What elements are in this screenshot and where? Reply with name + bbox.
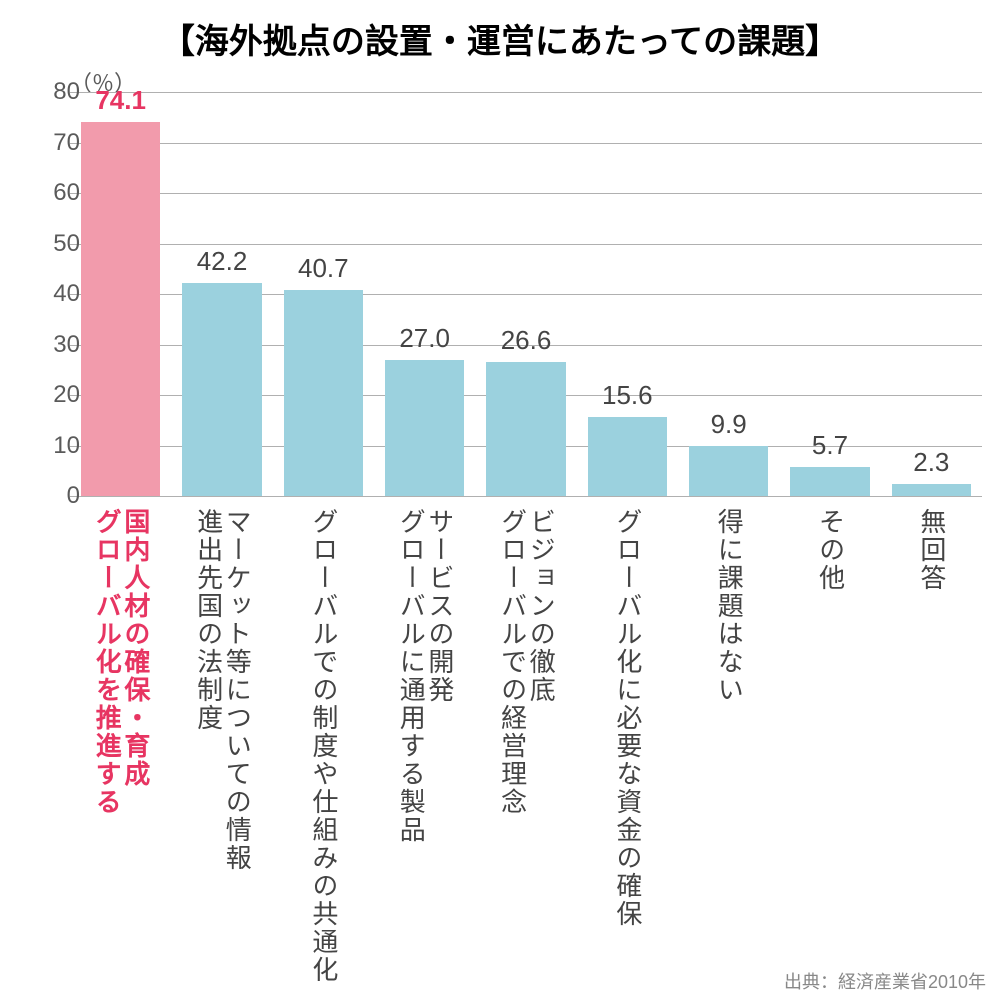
gridline — [70, 496, 982, 497]
x-tick-label: ビジョンの徹底 グローバルでの経営理念 — [498, 508, 555, 816]
gridline — [70, 193, 982, 194]
chart-plot-area: 74.142.240.727.026.615.69.95.72.3 — [70, 92, 982, 496]
bar-value-label: 5.7 — [780, 430, 880, 461]
bar — [486, 362, 565, 496]
y-tick-label: 40 — [30, 280, 80, 308]
y-tick-label: 80 — [30, 78, 80, 106]
x-tick-label: 国内人材の確保・育成 グローバル化を推進する — [93, 508, 150, 816]
bar-value-label: 2.3 — [881, 447, 981, 478]
y-tick-label: 0 — [30, 482, 80, 510]
bar — [284, 290, 363, 496]
bar-value-label: 26.6 — [476, 325, 576, 356]
gridline — [70, 244, 982, 245]
x-tick-label: 無回答 — [917, 508, 946, 592]
source-label: 出典：経済産業省2010年 — [784, 968, 986, 994]
x-tick-label: サービスの開発 グローバルに通用する製品 — [397, 508, 454, 844]
bar — [182, 283, 261, 496]
x-tick-label: マーケット等についての情報 進出先国の法制度 — [194, 508, 251, 872]
bar-value-label: 42.2 — [172, 246, 272, 277]
chart-title: 【海外拠点の設置・運営にあたっての課題】 — [0, 0, 1000, 63]
bar-value-label: 27.0 — [375, 323, 475, 354]
x-tick-label: グローバルでの制度や仕組みの共通化 — [309, 508, 338, 984]
bar-value-label: 9.9 — [679, 409, 779, 440]
bar — [689, 446, 768, 496]
y-tick-label: 30 — [30, 331, 80, 359]
bar — [81, 122, 160, 496]
bar-value-label: 40.7 — [273, 253, 373, 284]
bar — [892, 484, 971, 496]
bar — [790, 467, 869, 496]
x-tick-label: 得に課題はない — [715, 508, 744, 704]
y-tick-label: 60 — [30, 179, 80, 207]
bar — [385, 360, 464, 496]
gridline — [70, 143, 982, 144]
gridline — [70, 92, 982, 93]
x-tick-label: その他 — [816, 508, 845, 592]
y-tick-label: 50 — [30, 230, 80, 258]
y-tick-label: 70 — [30, 129, 80, 157]
y-tick-label: 20 — [30, 381, 80, 409]
bar — [588, 417, 667, 496]
bar-value-label: 74.1 — [71, 85, 171, 116]
bar-value-label: 15.6 — [577, 380, 677, 411]
y-tick-label: 10 — [30, 432, 80, 460]
x-tick-label: グローバル化に必要な資金の確保 — [613, 508, 642, 928]
